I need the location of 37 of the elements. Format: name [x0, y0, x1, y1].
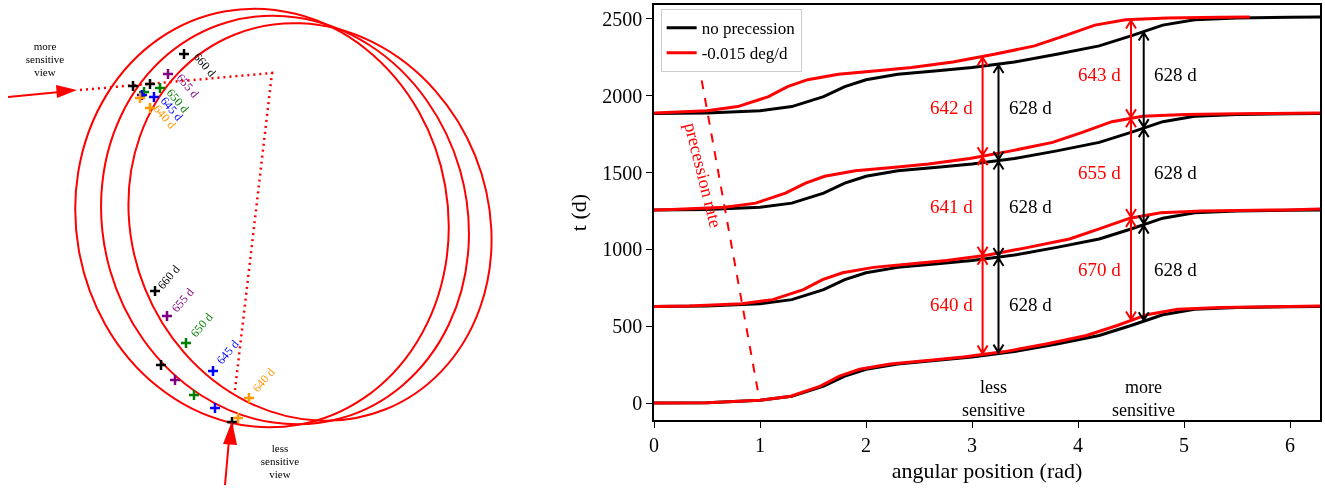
x-tick-label: 4 — [1073, 433, 1083, 456]
annotation: 655 d — [1078, 162, 1122, 183]
y-tick-label: 1000 — [602, 238, 643, 261]
x-tick-label: 6 — [1285, 433, 1295, 456]
x-tick-label: 3 — [967, 433, 977, 456]
annotation: 628 d — [1009, 196, 1053, 217]
y-axis-title: t (d) — [565, 193, 591, 232]
x-tick-label: 0 — [649, 433, 659, 456]
x-tick-label: 5 — [1179, 433, 1189, 456]
annotation: 643 d — [1078, 64, 1122, 85]
x-axis-title: angular position (rad) — [891, 458, 1083, 484]
text: 645 d — [213, 337, 242, 367]
text: more sensitive view — [25, 40, 65, 78]
text: 640 d — [249, 365, 278, 395]
y-tick-label: 500 — [612, 315, 643, 338]
annotation: 628 d — [1154, 259, 1198, 280]
annotation: 628 d — [1154, 162, 1198, 183]
x-tick-label: 2 — [861, 433, 871, 456]
annotation: 628 d — [1009, 294, 1053, 315]
text: less sensitive view — [260, 442, 300, 480]
legend-label: -0.015 deg/d — [701, 44, 789, 64]
annotation: 641 d — [930, 196, 974, 217]
legend-label: no precession — [701, 19, 796, 39]
annotation: less sensitive — [962, 377, 1025, 421]
annotation: 642 d — [930, 97, 974, 118]
y-tick-label: 2500 — [602, 7, 643, 30]
annotation: 628 d — [1154, 64, 1198, 85]
y-tick-label: 0 — [632, 392, 643, 415]
x-tick-label: 1 — [755, 433, 765, 456]
annotation: more sensitive — [1112, 377, 1175, 421]
y-tick-label: 1500 — [602, 161, 643, 184]
annotation: 670 d — [1078, 259, 1122, 280]
text: precession rate — [680, 120, 726, 230]
annotation: 640 d — [930, 294, 974, 315]
annotation: 628 d — [1009, 97, 1053, 118]
y-tick-label: 2000 — [602, 84, 643, 107]
text: 660 d — [190, 49, 219, 80]
